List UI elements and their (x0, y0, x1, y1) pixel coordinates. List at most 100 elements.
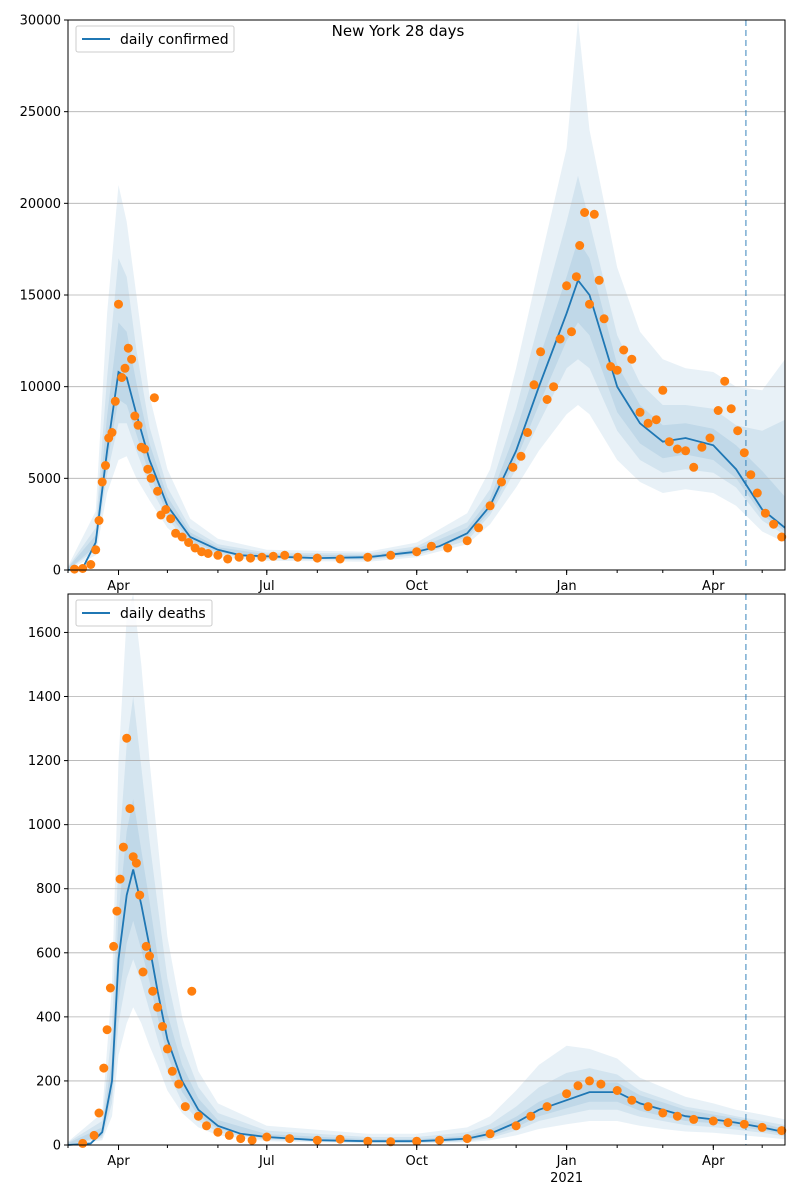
confirmed-data-point (184, 538, 194, 547)
deaths-data-point (131, 858, 141, 868)
confirmed-data-point (117, 373, 127, 382)
deaths-data-point (167, 1066, 177, 1076)
deaths-data-point (125, 804, 135, 814)
confirmed-data-point (78, 564, 88, 573)
confirmed-y-tick-label: 0 (53, 564, 61, 579)
confirmed-data-point (760, 508, 770, 518)
confirmed-data-point (658, 385, 668, 395)
deaths-x-tick-year-label: 2021 (550, 1171, 583, 1186)
confirmed-data-point (426, 541, 436, 551)
deaths-data-point (162, 1044, 172, 1054)
deaths-x-tick-label: Jul (258, 1154, 275, 1169)
confirmed-data-point (268, 551, 278, 561)
confirmed-data-point (293, 552, 303, 562)
confirmed-data-point (681, 446, 691, 456)
confirmed-data-point (705, 433, 715, 443)
confirmed-data-point (130, 411, 140, 421)
deaths-data-point (112, 906, 122, 916)
deaths-data-point (213, 1127, 223, 1137)
deaths-data-point (562, 1089, 572, 1099)
confirmed-data-point (720, 376, 730, 386)
deaths-x-tick-label: Apr (702, 1154, 725, 1169)
deaths-data-point (757, 1122, 767, 1132)
confirmed-y-tick-label: 30000 (20, 14, 61, 29)
deaths-data-point (777, 1126, 787, 1136)
confirmed-data-point (643, 418, 653, 428)
confirmed-data-point (70, 564, 79, 574)
confirmed-data-point (651, 415, 661, 425)
figure-title: New York 28 days (332, 22, 465, 40)
confirmed-data-point (497, 477, 506, 487)
confirmed-data-point (635, 407, 645, 417)
confirmed-data-point (664, 437, 674, 447)
deaths-data-point (386, 1137, 396, 1147)
confirmed-data-point (689, 462, 699, 472)
deaths-data-point (158, 1022, 167, 1031)
confirmed-data-point (114, 299, 123, 309)
confirmed-legend: daily confirmed (75, 25, 235, 53)
deaths-legend-label: daily deaths (120, 606, 206, 622)
confirmed-x-tick-label: Jan (556, 579, 577, 594)
deaths-legend: daily deaths (75, 599, 213, 627)
deaths-y-tick-label: 1000 (28, 818, 61, 833)
confirmed-data-point (120, 363, 130, 373)
deaths-data-point (542, 1102, 552, 1112)
deaths-y-tick-label: 1600 (28, 626, 61, 641)
deaths-panel: 0 200 400 600 800 1000 1200 1400 1600 Apr Jul Oct Ja… (28, 593, 787, 1186)
deaths-data-point (526, 1111, 536, 1121)
confirmed-legend-box (75, 25, 235, 53)
deaths-y-tick-label: 800 (36, 882, 61, 897)
deaths-legend-box (75, 599, 213, 627)
deaths-data-point (78, 1138, 88, 1148)
confirmed-data-point (94, 516, 104, 525)
confirmed-y-tick-label: 5000 (28, 472, 61, 487)
confirmed-y-tick-label: 25000 (20, 105, 61, 120)
deaths-data-point (643, 1102, 653, 1112)
confirmed-data-point (523, 428, 532, 437)
deaths-data-point (89, 1130, 99, 1140)
deaths-data-point (689, 1114, 699, 1124)
confirmed-data-point (580, 208, 590, 217)
confirmed-data-point (542, 395, 552, 404)
deaths-data-point (658, 1108, 668, 1118)
deaths-axes-frame (67, 593, 786, 1146)
deaths-data-point (435, 1135, 444, 1145)
deaths-data-point (739, 1119, 749, 1129)
confirmed-data-point (412, 547, 422, 557)
confirmed-data-point (777, 532, 787, 542)
confirmed-data-point (589, 209, 599, 219)
deaths-axes: 0 200 400 600 800 1000 1200 1400 1600 Apr Jul Oct Ja… (28, 593, 786, 1186)
confirmed-data-point (386, 550, 396, 560)
confirmed-x-tick-label: Apr (107, 579, 130, 594)
confirmed-y-tick-label: 20000 (20, 197, 61, 212)
confirmed-data-point (91, 545, 101, 555)
confirmed-data-point (177, 532, 187, 542)
deaths-y-tick-label: 0 (53, 1139, 61, 1154)
deaths-data-point (118, 842, 128, 852)
deaths-data-point (141, 941, 151, 951)
confirmed-data-point (123, 343, 133, 353)
confirmed-data-point (161, 505, 171, 514)
confirmed-data-point (769, 519, 779, 529)
confirmed-data-point (443, 543, 453, 553)
deaths-data-point (135, 890, 145, 900)
deaths-data-point (596, 1079, 606, 1089)
deaths-data-point (224, 1130, 234, 1140)
confirmed-legend-label: daily confirmed (120, 32, 229, 48)
confirmed-data-point (223, 554, 233, 564)
confirmed-data-point (149, 393, 159, 403)
deaths-data-point (102, 1025, 112, 1035)
deaths-data-point (138, 967, 148, 977)
confirmed-data-point (726, 404, 736, 414)
confirmed-data-point (474, 523, 484, 533)
confirmed-data-point (127, 354, 137, 364)
confirmed-data-point (485, 501, 495, 511)
deaths-data-point (122, 733, 132, 743)
deaths-data-point (262, 1132, 272, 1142)
confirmed-data-point (672, 444, 682, 454)
confirmed-data-point (619, 345, 629, 355)
confirmed-data-point (571, 272, 581, 282)
confirmed-data-point (234, 552, 244, 562)
confirmed-data-point (140, 444, 150, 454)
